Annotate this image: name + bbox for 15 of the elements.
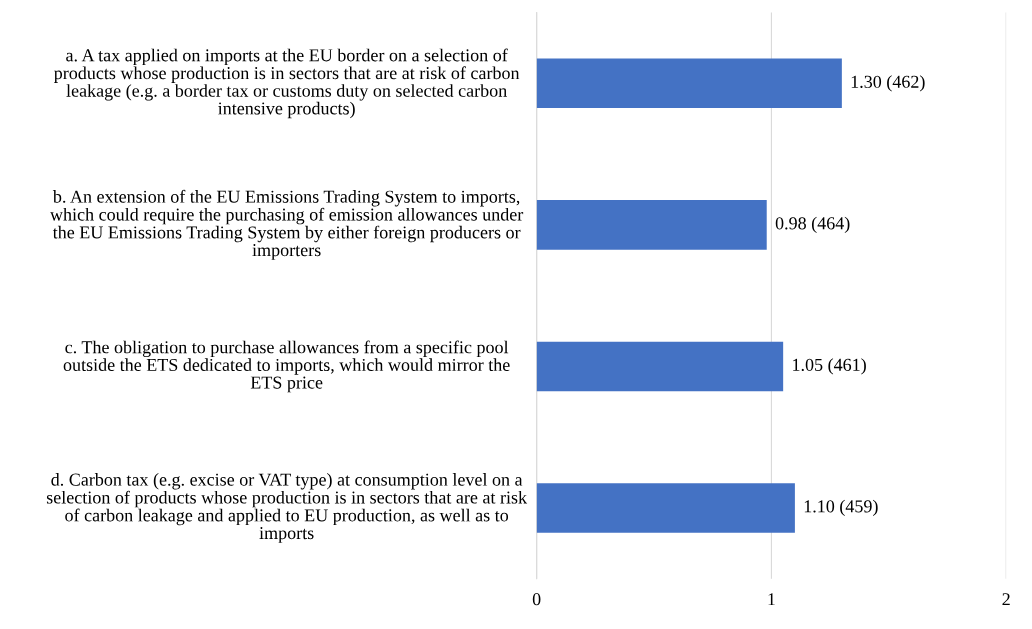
- y-tick-label: d. Carbon tax (e.g. excise or VAT type) at consumption level on a selection of products whose production is in sectors that are at risk of carbon leakage and applied to EU production, as well as to imports: [46, 473, 528, 543]
- data-label: 0.98 (464): [775, 216, 850, 234]
- data-label: 1.30 (462): [851, 75, 925, 92]
- x-tick-label: 1: [768, 593, 775, 606]
- y-tick-label: a. A tax applied on imports at the EU border on a selection of products whose production is in sectors that are at risk of carbon leakage (e.g. a border tax or customs duty on selected carbon intensive products): [54, 48, 520, 119]
- bar: [536, 58, 842, 109]
- y-tick-label: c. The obligation to purchase allowances from a specific pool outside the ETS dedicated to imports, which would mirror the ETS price: [63, 340, 510, 393]
- bar: [536, 341, 784, 392]
- x-tick-label: 0: [532, 593, 541, 606]
- bar: [536, 200, 767, 250]
- data-label: 1.10 (459): [804, 499, 878, 517]
- bar: [536, 483, 795, 533]
- x-tick-label: 2: [1002, 593, 1010, 606]
- data-label: 1.05 (461): [793, 358, 866, 375]
- y-tick-label: b. An extension of the EU Emissions Trading System to imports, which could require the purchasing of emission allowances under the EU Emissions Trading System by either foreign producers or importers: [49, 189, 524, 260]
